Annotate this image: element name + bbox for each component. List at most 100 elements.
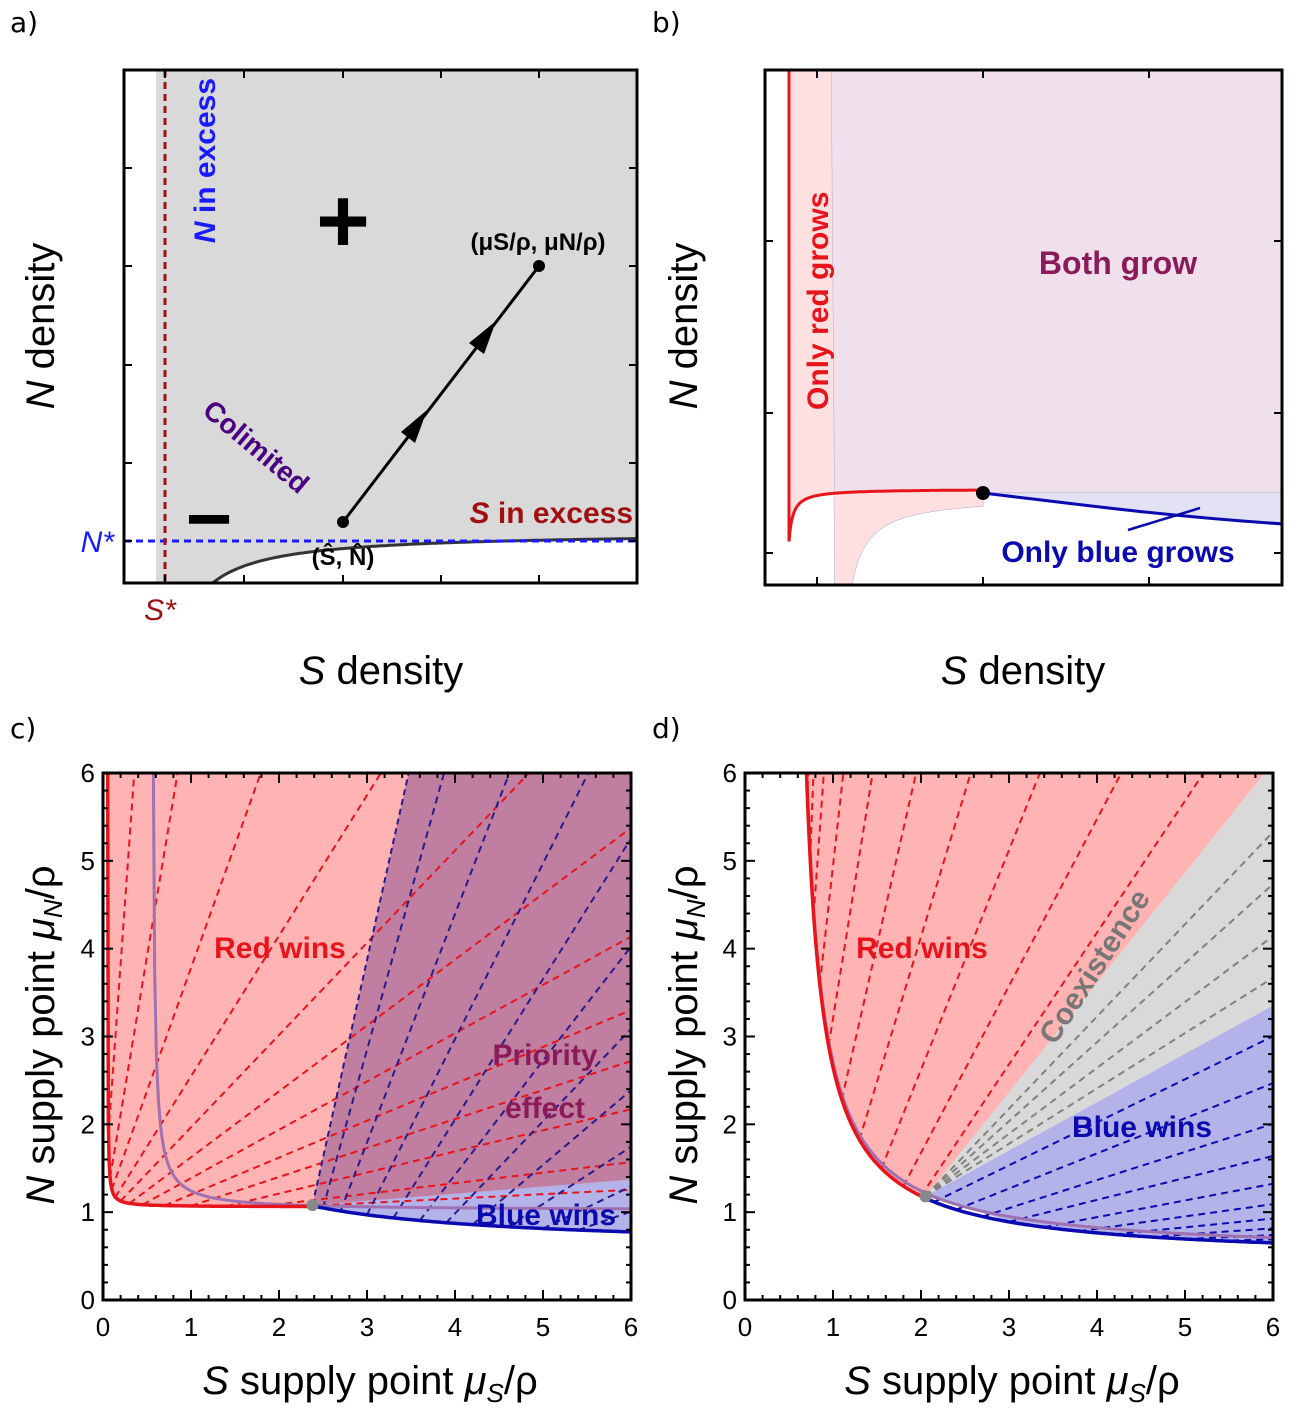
blue-ray [577, 1210, 631, 1231]
blue-ray [322, 773, 446, 1209]
isocline-intersection [976, 486, 990, 500]
panel-c-ticks: 0 1 2 3 4 5 6 0 1 2 3 4 5 6 [81, 758, 639, 1342]
x-tick-label: 0 [96, 1312, 110, 1342]
panel-a-ylabel: N density [19, 243, 63, 410]
x-tick-label: 3 [360, 1312, 374, 1342]
arrow-head-lower [401, 410, 427, 443]
red-ray [119, 773, 531, 1202]
y-tick-label: 6 [81, 758, 95, 788]
y-tick-label: 5 [81, 846, 95, 876]
x-tick-label: 0 [738, 1312, 752, 1342]
blue-ray [339, 773, 511, 1212]
purple-isocline [151, 773, 631, 1211]
panel-b-ylabel: N density [662, 243, 706, 410]
panel-a-xlabel: S density [299, 649, 464, 693]
gray-ray [924, 882, 1273, 1198]
red-ray [190, 1059, 631, 1207]
supply-point-label: (μS/ρ, μN/ρ) [470, 229, 605, 256]
panel-a-plot: + − N in excess Colimited S in excess (μ… [124, 70, 637, 583]
y-tick-label: 6 [723, 758, 737, 788]
panel-c-plot: Red wins Priority effect Blue wins [103, 773, 631, 1300]
x-tick-label: 2 [914, 1312, 928, 1342]
minus-sign: − [186, 474, 233, 563]
n-in-excess-label: N in excess [189, 78, 222, 243]
panel-a-ticks [124, 70, 637, 583]
priority-label-1: Priority [492, 1039, 597, 1072]
blue-wins-label: Blue wins [476, 1199, 616, 1232]
y-tick-label: 0 [723, 1285, 737, 1315]
panel-d-plot: Red wins Coexistence Blue wins [745, 752, 1273, 1300]
panel-d-label: d) [652, 712, 681, 745]
panel-c: c) Red wins Priority effect Blue wins 0 1… [10, 712, 639, 1408]
blue-ray [392, 836, 631, 1219]
only-blue-label: Only blue grows [1001, 536, 1234, 569]
gray-ray [924, 830, 1273, 1198]
equilibrium-marker [337, 516, 349, 528]
no-growth-region [103, 773, 631, 1300]
y-tick-label: 3 [723, 1022, 737, 1052]
panel-a-label: a) [10, 6, 38, 39]
panel-c-xlabel: S supply point μS/ρ [202, 1359, 538, 1408]
x-tick-label: 3 [1002, 1312, 1016, 1342]
red-ray [110, 773, 262, 1190]
y-tick-label: 2 [81, 1109, 95, 1139]
x-tick-label: 6 [624, 1312, 638, 1342]
blue-isocline [924, 1196, 1273, 1245]
y-tick-label: 4 [723, 934, 737, 964]
y-tick-label: 1 [723, 1197, 737, 1227]
panel-b-frame [763, 68, 1284, 587]
blue-ray [471, 1088, 631, 1226]
blue-ray [366, 773, 590, 1216]
both-grow-label: Both grow [1039, 245, 1197, 281]
only-red-label: Only red grows [802, 192, 835, 410]
panel-b-xlabel: S density [941, 649, 1106, 693]
red-ray [107, 773, 136, 1134]
red-ray [261, 1161, 631, 1208]
purple-isocline [805, 773, 1273, 1240]
red-wins-label: Red wins [214, 932, 346, 965]
y-tick-label: 0 [81, 1285, 95, 1315]
priority-label-2: effect [505, 1092, 585, 1125]
y-tick-label: 5 [723, 846, 737, 876]
blue-ray [982, 1122, 1273, 1218]
x-tick-label: 6 [1266, 1312, 1280, 1342]
panel-d-ylabel: N supply point μN/ρ [662, 865, 711, 1204]
x-tick-label: 4 [1090, 1312, 1104, 1342]
priority-effect-region [312, 773, 631, 1206]
red-ray [128, 826, 631, 1205]
blue-isocline [312, 1204, 631, 1234]
blue-ray [445, 1027, 631, 1224]
red-ray [880, 773, 1041, 1169]
panel-c-ylabel: N supply point μN/ρ [19, 865, 68, 1204]
panel-a: a) + − N in excess Colimited S in excess… [10, 6, 639, 693]
only-blue-pointer [1127, 506, 1201, 532]
red-wins-region [806, 773, 1265, 1199]
coexistence-region [925, 773, 1273, 1197]
blue-consumption-rays [933, 1035, 1273, 1242]
only-red-region [789, 70, 983, 585]
red-isocline [787, 70, 983, 542]
y-tick-label: 3 [81, 1022, 95, 1052]
n-star-label: N* [81, 526, 116, 559]
blue-ray [1044, 1182, 1273, 1229]
s-star-label: S* [144, 594, 177, 627]
x-tick-label: 1 [184, 1312, 198, 1342]
arrow-head-upper [469, 321, 496, 354]
red-wins-label: Red wins [856, 932, 988, 965]
red-ray [858, 773, 972, 1140]
equilibrium-label: (Ŝ, N̂) [312, 543, 375, 571]
panel-a-frame [122, 68, 639, 585]
panel-b-plot: Only red grows Both grow Only blue grows [787, 70, 1282, 585]
gray-ray [924, 934, 1273, 1198]
isocline-intersection [919, 1190, 932, 1203]
red-ray [296, 1188, 631, 1208]
panel-b: b) Only red grows Both grow Only blue gr… [652, 6, 1284, 693]
blue-isocline [982, 491, 1282, 526]
y-tick-label: 1 [81, 1197, 95, 1227]
blue-ray [419, 944, 631, 1222]
red-ray [818, 773, 845, 985]
blue-ray [955, 1082, 1273, 1211]
red-wall [759, 752, 806, 764]
x-tick-label: 1 [826, 1312, 840, 1342]
